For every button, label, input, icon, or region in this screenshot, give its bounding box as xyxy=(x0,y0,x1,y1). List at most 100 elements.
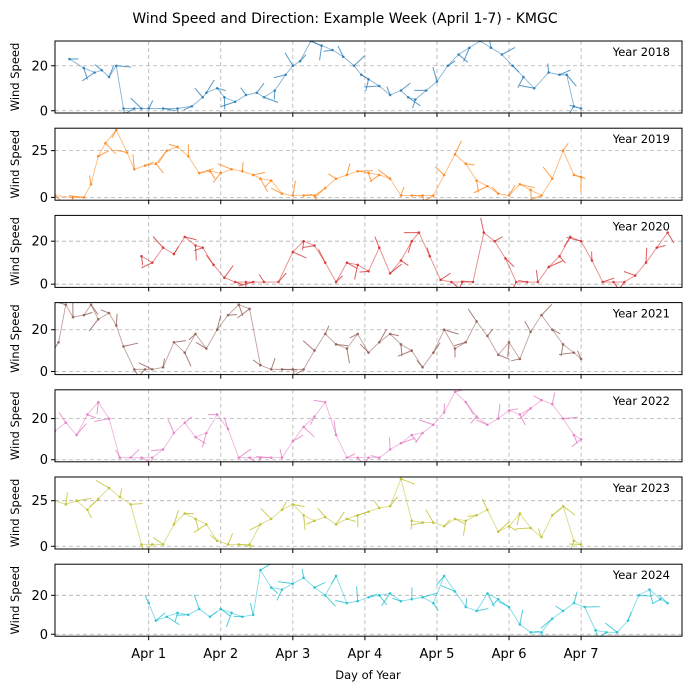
data-point xyxy=(514,280,518,284)
data-point xyxy=(540,313,543,317)
wind-arrow xyxy=(177,108,179,113)
data-point xyxy=(302,194,305,197)
y-tick-label: 0 xyxy=(40,104,48,119)
wind-arrow xyxy=(270,357,276,370)
x-tick-label: Apr 4 xyxy=(347,647,382,662)
data-point xyxy=(518,357,522,361)
data-point xyxy=(529,188,532,192)
data-point xyxy=(194,244,197,247)
wind-arrow xyxy=(451,281,459,288)
wind-arrow xyxy=(299,54,307,62)
wind-arrow xyxy=(240,87,247,96)
data-point xyxy=(435,80,439,83)
year-label: Year 2019 xyxy=(612,132,670,146)
data-point xyxy=(388,177,392,180)
data-point xyxy=(529,526,532,530)
data-point xyxy=(93,71,96,74)
wind-arrow xyxy=(465,401,475,416)
wind-arrow xyxy=(317,507,326,518)
wind-arrow xyxy=(141,544,144,549)
data-point xyxy=(219,607,223,611)
data-point xyxy=(208,615,212,619)
data-point xyxy=(143,368,147,371)
data-point xyxy=(378,84,381,88)
wind-arrow xyxy=(100,309,110,314)
data-point xyxy=(522,75,525,79)
y-tick-label: 0 xyxy=(40,628,48,643)
data-point xyxy=(496,192,500,195)
y-axis-label: Wind Speed xyxy=(8,217,22,286)
data-point xyxy=(432,351,435,354)
data-point xyxy=(226,427,230,431)
panel-frame xyxy=(54,563,683,637)
data-point xyxy=(464,340,468,344)
data-point xyxy=(82,196,86,199)
data-point xyxy=(140,254,143,258)
wind-arrow xyxy=(470,416,477,424)
data-point xyxy=(89,183,93,186)
data-point xyxy=(453,517,457,521)
wind-arrow xyxy=(209,170,216,179)
data-point xyxy=(471,280,475,284)
data-point xyxy=(150,456,154,459)
data-point xyxy=(352,64,356,68)
wind-arrow xyxy=(201,432,207,448)
wind-arrow xyxy=(501,47,516,55)
data-point xyxy=(518,183,522,186)
data-point xyxy=(205,91,208,95)
data-point xyxy=(421,595,424,599)
data-point xyxy=(568,235,572,239)
wind-arrow xyxy=(55,430,56,432)
data-point xyxy=(244,93,248,97)
wind-arrow xyxy=(530,189,532,199)
wind-arrow xyxy=(216,315,222,330)
wind-arrow xyxy=(108,65,115,78)
data-point xyxy=(378,506,381,510)
data-point xyxy=(291,194,295,197)
wind-arrow xyxy=(465,598,468,608)
data-point xyxy=(114,128,118,132)
data-point xyxy=(507,194,511,197)
data-point xyxy=(302,368,305,371)
wind-arrow xyxy=(337,45,344,57)
data-point xyxy=(421,521,424,524)
data-point xyxy=(486,423,489,427)
wind-arrow xyxy=(184,236,197,241)
data-point xyxy=(172,252,176,256)
wind-arrow xyxy=(115,449,121,458)
x-tick-label: Apr 3 xyxy=(275,647,310,662)
data-point xyxy=(406,95,410,99)
wind-arrow xyxy=(467,514,477,518)
data-point xyxy=(208,169,212,173)
x-tick-label: Apr 2 xyxy=(203,647,238,662)
data-point xyxy=(86,413,89,416)
data-point xyxy=(410,597,414,601)
wind-arrow xyxy=(353,55,366,67)
wind-arrow xyxy=(237,308,250,319)
wind-arrow xyxy=(105,142,117,155)
wind-arrow xyxy=(444,329,459,335)
data-point xyxy=(529,407,532,410)
data-point xyxy=(388,592,392,595)
wind-arrow xyxy=(249,523,261,531)
wind-arrow xyxy=(281,368,298,371)
data-point xyxy=(507,524,511,528)
wind-arrow xyxy=(530,195,542,201)
wind-arrow xyxy=(473,185,488,194)
wind-arrow xyxy=(173,340,186,343)
wind-arrow xyxy=(331,575,337,584)
data-point xyxy=(421,431,424,435)
wind-arrow xyxy=(510,358,520,362)
data-point xyxy=(107,417,111,420)
data-point xyxy=(475,415,478,418)
wind-arrow xyxy=(566,236,582,242)
wind-arrow xyxy=(537,528,542,538)
data-point xyxy=(150,261,154,264)
wind-arrow xyxy=(613,281,619,288)
data-point xyxy=(205,431,208,435)
data-point xyxy=(442,411,446,414)
data-point xyxy=(547,265,550,269)
data-point xyxy=(561,609,565,613)
wind-arrow xyxy=(454,518,466,525)
data-point xyxy=(129,456,132,459)
